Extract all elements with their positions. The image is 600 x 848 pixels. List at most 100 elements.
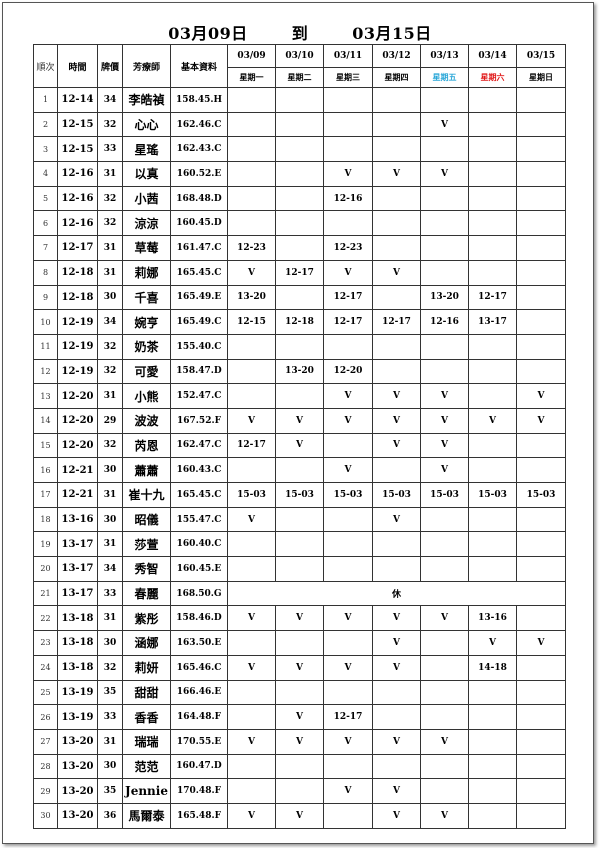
schedule-cell	[468, 136, 517, 163]
schedule-cell: V	[372, 778, 421, 804]
schedule-cell: 12-23	[323, 235, 373, 261]
schedule-cell	[420, 87, 469, 113]
schedule-cell	[227, 679, 276, 706]
schedule-cell	[323, 556, 373, 582]
row-price: 33	[97, 704, 123, 730]
schedule-cell: 12-17	[468, 284, 517, 311]
row-time: 12-16	[57, 161, 98, 187]
schedule-cell	[372, 753, 421, 780]
table-row: 20 13-17 34 秀智 160.45.E	[33, 556, 566, 582]
row-index: 7	[33, 235, 58, 261]
schedule-cell: V	[323, 383, 373, 409]
schedule-cell	[420, 358, 469, 385]
header-date: 03/13	[420, 44, 469, 68]
schedule-cell	[516, 556, 566, 582]
table-row: 13 12-20 31 小熊 152.47.C V V V V	[33, 383, 566, 409]
schedule-cell	[468, 556, 517, 582]
row-name: 星瑤	[122, 136, 171, 163]
row-price: 32	[97, 654, 123, 681]
row-index: 16	[33, 457, 58, 483]
schedule-cell: V	[420, 383, 469, 409]
header-time: 時間	[57, 44, 98, 88]
schedule-cell	[275, 87, 324, 113]
row-info: 158.47.D	[170, 358, 228, 385]
schedule-cell: V	[372, 802, 421, 829]
schedule-cell	[323, 506, 373, 533]
schedule-cell: 15-03	[372, 482, 421, 508]
schedule-cell: V	[323, 457, 373, 483]
row-price: 31	[97, 161, 123, 187]
schedule-cell	[227, 358, 276, 385]
row-index: 27	[33, 728, 58, 755]
row-name: 昭儀	[122, 506, 171, 533]
schedule-cell	[420, 136, 469, 163]
row-time: 13-19	[57, 704, 98, 730]
row-index: 4	[33, 161, 58, 187]
row-index: 26	[33, 704, 58, 730]
schedule-cell: V	[227, 802, 276, 829]
header-date: 03/09	[227, 44, 276, 68]
schedule-cell	[275, 556, 324, 582]
schedule-cell	[227, 333, 276, 360]
row-info: 155.40.C	[170, 333, 228, 360]
row-name: 春麗	[122, 580, 171, 607]
schedule-cell	[323, 432, 373, 459]
schedule-cell	[372, 111, 421, 138]
schedule-cell: V	[227, 506, 276, 533]
schedule-cell: 12-16	[323, 185, 373, 212]
schedule-cell: V	[420, 161, 469, 187]
row-info: 160.52.E	[170, 161, 228, 187]
schedule-cell	[323, 111, 373, 138]
table-row: 16 12-21 30 蕭蕭 160.43.C V V	[33, 457, 566, 483]
schedule-cell	[275, 235, 324, 261]
schedule-cell	[420, 185, 469, 212]
schedule-cell	[227, 111, 276, 138]
schedule-cell	[468, 111, 517, 138]
table-row: 18 13-16 30 昭儀 155.47.C V V	[33, 506, 566, 533]
schedule-cell: V	[516, 383, 566, 409]
row-index: 12	[33, 358, 58, 385]
schedule-cell	[275, 383, 324, 409]
schedule-cell	[468, 704, 517, 730]
schedule-cell	[420, 210, 469, 237]
end-date: 03月15日	[352, 24, 432, 43]
schedule-cell	[227, 704, 276, 730]
schedule-cell: 15-03	[275, 482, 324, 508]
row-price: 31	[97, 728, 123, 755]
schedule-cell: 13-16	[468, 605, 517, 632]
schedule-cell	[275, 161, 324, 187]
schedule-cell	[227, 136, 276, 163]
schedule-cell	[227, 383, 276, 409]
schedule-cell	[516, 679, 566, 706]
schedule-cell: V	[420, 111, 469, 138]
row-price: 31	[97, 482, 123, 508]
schedule-cell	[468, 259, 517, 286]
schedule-cell	[275, 506, 324, 533]
schedule-cell	[516, 654, 566, 681]
schedule-cell	[516, 704, 566, 730]
schedule-cell	[227, 778, 276, 804]
table-row: 10 12-19 34 婉亨 165.49.C 12-15 12-18 12-17 12-17 1…	[33, 309, 566, 335]
schedule-cell	[516, 235, 566, 261]
schedule-cell: 13-17	[468, 309, 517, 335]
row-info: 163.50.E	[170, 630, 228, 656]
table-row: 19 13-17 31 莎萱 160.40.C	[33, 531, 566, 558]
schedule-cell	[516, 358, 566, 385]
row-info: 160.45.E	[170, 556, 228, 582]
row-info: 160.40.C	[170, 531, 228, 558]
schedule-cell	[420, 235, 469, 261]
schedule-cell: V	[323, 778, 373, 804]
row-info: 165.49.E	[170, 284, 228, 311]
schedule-cell	[516, 728, 566, 755]
header-weekday: 星期六	[468, 67, 517, 88]
header-weekday: 星期日	[516, 67, 566, 88]
schedule-cell: V	[372, 506, 421, 533]
schedule-cell: V	[323, 161, 373, 187]
row-index: 14	[33, 407, 58, 434]
header-date: 03/14	[468, 44, 517, 68]
row-time: 12-21	[57, 482, 98, 508]
row-info: 158.45.H	[170, 87, 228, 113]
row-time: 12-16	[57, 185, 98, 212]
row-index: 5	[33, 185, 58, 212]
